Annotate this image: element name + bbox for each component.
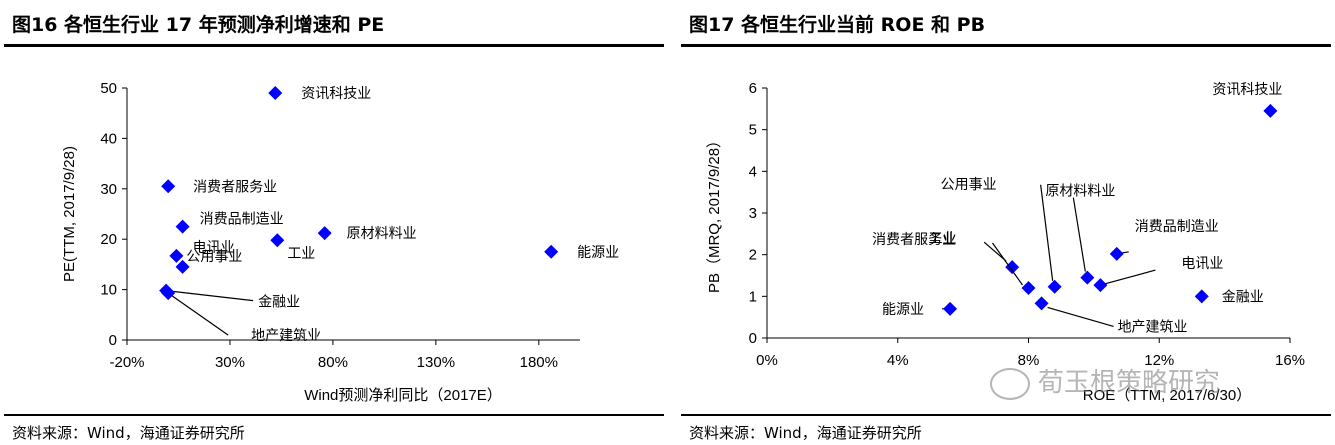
scatter-point bbox=[1093, 278, 1108, 293]
x-tick-label: 30% bbox=[215, 354, 245, 371]
x-tick-label: -20% bbox=[109, 354, 144, 371]
y-axis-title: PB（MRQ, 2017/9/28） bbox=[706, 133, 723, 293]
point-label: 地产建筑业 bbox=[1118, 319, 1188, 335]
scatter-point bbox=[317, 226, 332, 241]
y-tick-label: 30 bbox=[100, 181, 117, 198]
y-tick-label: 0 bbox=[109, 332, 117, 349]
figure-16-panel: 图16 各恒生行业 17 年预测净利增速和 PE 0 10 20 30 40 50 -20%… bbox=[4, 14, 664, 442]
figure-17-panel: 图17 各恒生行业当前 ROE 和 PB 0 1 2 3 4 5 6 0% 4% 8% 12% 16%… bbox=[677, 0, 1335, 445]
y-tick-label: 4 bbox=[749, 163, 757, 180]
scatter-point bbox=[1080, 270, 1095, 285]
point-label: 公用事业 bbox=[941, 177, 997, 193]
leader-line bbox=[1047, 306, 1114, 327]
point-label: 金融业 bbox=[258, 295, 300, 311]
point-label: 资讯科技业 bbox=[1212, 82, 1282, 98]
title-rule bbox=[4, 44, 664, 47]
wechat-icon bbox=[990, 367, 1030, 400]
point-label: 电讯业 bbox=[193, 240, 235, 256]
x-tick-label: 80% bbox=[318, 354, 348, 371]
scatter-point bbox=[544, 244, 559, 259]
point-label: 地产建筑业 bbox=[251, 328, 321, 344]
source-note: 资料来源：Wind，海通证券研究所 bbox=[12, 424, 245, 442]
point-label: 工业 bbox=[929, 231, 957, 247]
scatter-point bbox=[1034, 296, 1049, 311]
watermark-text: 荀玉根策略研究 bbox=[1038, 368, 1221, 398]
point-label: 消费品制造业 bbox=[200, 212, 284, 228]
x-axis-title: Wind预测净利同比（2017E） bbox=[304, 387, 502, 404]
title-rule bbox=[681, 44, 1331, 47]
point-label: 消费者服务业 bbox=[872, 232, 956, 248]
y-tick-label: 2 bbox=[749, 247, 757, 264]
point-label: 电讯业 bbox=[1181, 256, 1223, 272]
y-tick-label: 20 bbox=[100, 231, 117, 248]
y-tick-label: 10 bbox=[100, 282, 117, 299]
point-label: 工业 bbox=[287, 246, 315, 262]
leader-line bbox=[166, 290, 254, 302]
source-rule bbox=[4, 414, 664, 416]
pe-growth-scatter-chart: 0 10 20 30 40 50 -20% 30% 80% 130% 180% PE(TTM, 201… bbox=[61, 80, 619, 404]
y-tick-label: 6 bbox=[749, 80, 757, 97]
leader-line bbox=[1040, 184, 1054, 281]
scatter-point bbox=[1263, 103, 1278, 118]
point-label: 消费品制造业 bbox=[1135, 219, 1219, 235]
point-label: 能源业 bbox=[882, 302, 924, 318]
scatter-point bbox=[1194, 289, 1209, 304]
x-axis-title: ROE（TTM, 2017/6/30） bbox=[1083, 387, 1251, 404]
leader-line bbox=[1072, 197, 1086, 272]
leader-line bbox=[992, 242, 1023, 286]
y-tick-label: 1 bbox=[749, 288, 757, 305]
figure-title: 图17 各恒生行业当前 ROE 和 PB bbox=[689, 14, 986, 36]
scatter-point bbox=[1109, 246, 1124, 261]
point-label: 金融业 bbox=[1222, 289, 1264, 305]
point-label: 公用事业 bbox=[186, 249, 242, 265]
scatter-point bbox=[175, 259, 190, 274]
y-tick-label: 40 bbox=[100, 130, 117, 147]
point-label: 原材料料业 bbox=[347, 226, 417, 242]
y-tick-label: 3 bbox=[749, 205, 757, 222]
x-tick-label: 0% bbox=[756, 352, 778, 369]
scatter-point bbox=[1047, 279, 1062, 294]
scatter-point bbox=[943, 301, 958, 316]
x-tick-label: 12% bbox=[1144, 352, 1174, 369]
scatter-point bbox=[161, 179, 176, 194]
point-label: 原材料料业 bbox=[1045, 184, 1115, 200]
point-label: 能源业 bbox=[577, 245, 619, 261]
x-tick-label: 8% bbox=[1018, 352, 1040, 369]
scatter-point bbox=[268, 86, 283, 101]
x-tick-label: 4% bbox=[887, 352, 909, 369]
x-tick-label: 180% bbox=[520, 354, 558, 371]
scatter-point bbox=[169, 248, 184, 263]
point-label: 消费者服务业 bbox=[193, 179, 277, 195]
source-rule bbox=[681, 414, 1331, 416]
leader-line bbox=[167, 292, 229, 336]
scatter-point bbox=[270, 233, 285, 248]
x-tick-label: 130% bbox=[417, 354, 455, 371]
source-note: 资料来源：Wind，海通证券研究所 bbox=[689, 424, 922, 442]
scatter-point bbox=[175, 219, 190, 234]
leader-line bbox=[1100, 269, 1156, 286]
roe-pb-scatter-chart: 0 1 2 3 4 5 6 0% 4% 8% 12% 16% PB（MRQ, 2017/9/28） ROE… bbox=[706, 80, 1305, 404]
y-tick-label: 5 bbox=[749, 122, 757, 139]
y-tick-label: 50 bbox=[100, 80, 117, 97]
x-tick-label: 16% bbox=[1275, 352, 1305, 369]
scatter-point bbox=[161, 286, 176, 301]
scatter-point bbox=[1005, 260, 1020, 275]
figure-title: 图16 各恒生行业 17 年预测净利增速和 PE bbox=[12, 14, 385, 36]
point-label: 资讯科技业 bbox=[301, 86, 371, 102]
watermark: 荀玉根策略研究 bbox=[990, 362, 1310, 402]
scatter-point bbox=[1021, 281, 1036, 295]
y-axis-title: PE(TTM, 2017/9/28) bbox=[61, 146, 78, 282]
y-tick-label: 0 bbox=[749, 330, 757, 347]
